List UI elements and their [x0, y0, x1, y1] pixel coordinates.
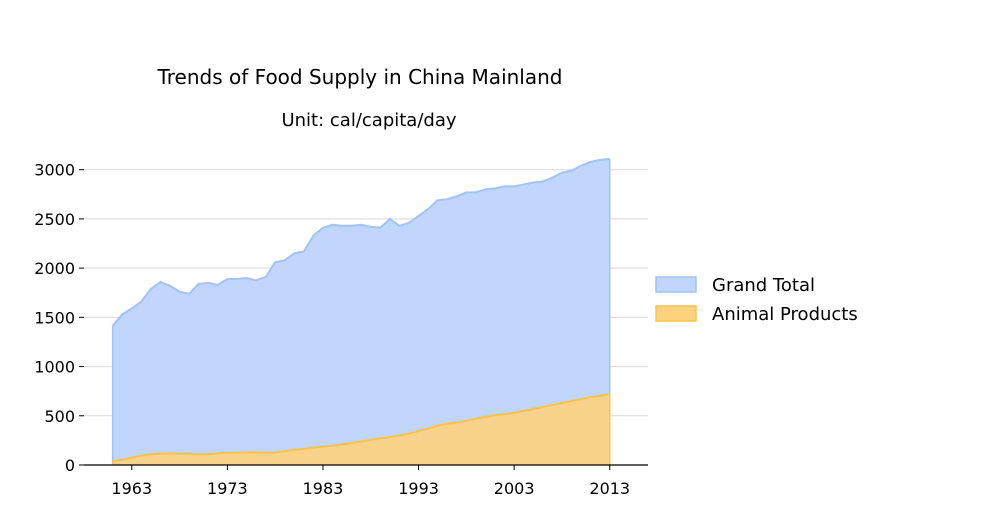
x-tick-label: 1983	[303, 479, 344, 498]
x-tick-label: 1993	[398, 479, 439, 498]
legend-swatch-grand-total	[655, 276, 697, 293]
y-tick-label: 1000	[34, 358, 75, 377]
plot-areas	[111, 157, 611, 465]
y-tick-label: 500	[44, 407, 75, 426]
y-tick-label: 2000	[34, 259, 75, 278]
y-tick-label: 2500	[34, 210, 75, 229]
legend-swatch-animal-products	[655, 305, 697, 322]
y-tick-label: 3000	[34, 161, 75, 180]
x-tick-label: 2013	[589, 479, 630, 498]
y-tick-label: 1500	[34, 308, 75, 327]
x-tick-label: 1973	[207, 479, 248, 498]
y-tick-label: 0	[65, 456, 75, 475]
tick-labels: 0 500 1000 1500 2000 2500 3000 1963 1973 1983 1993…	[34, 161, 630, 498]
axes	[79, 169, 648, 470]
area-grand-total	[112, 158, 610, 465]
line-grand-total	[111, 157, 610, 327]
line-animal-products	[112, 393, 610, 463]
x-tick-label: 1963	[111, 479, 152, 498]
legend-label-animal-products: Animal Products	[712, 304, 858, 325]
chart-title: Trends of Food Supply in China Mainland	[157, 65, 563, 89]
x-tick-label: 2003	[494, 479, 535, 498]
chart-subtitle: Unit: cal/capita/day	[281, 110, 456, 131]
legend-label-grand-total: Grand Total	[712, 275, 815, 296]
legend: Grand Total Animal Products	[655, 275, 858, 325]
area-animal-products	[112, 394, 610, 465]
